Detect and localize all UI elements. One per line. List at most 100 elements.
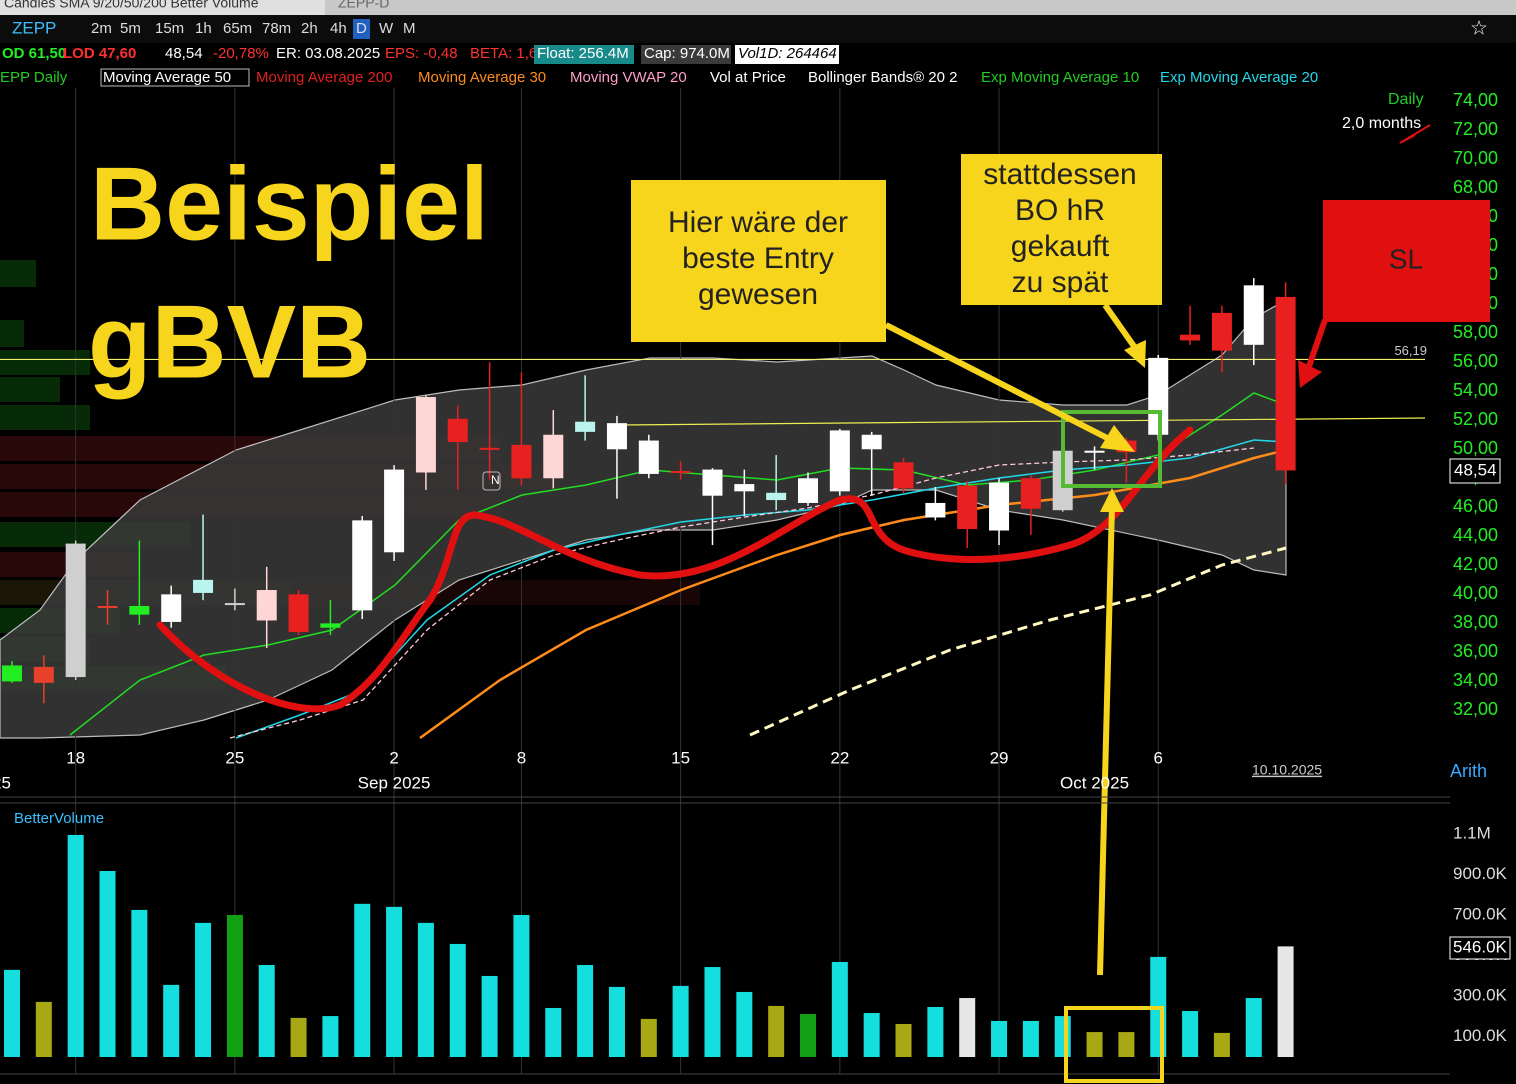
volume-bar [1054, 1016, 1071, 1057]
volume-bar [863, 1013, 880, 1057]
volume-bar [831, 961, 848, 1057]
star-icon[interactable]: ☆ [1470, 17, 1488, 39]
indicator[interactable]: Moving Average 50 [103, 69, 231, 86]
interval[interactable]: 2h [301, 20, 318, 37]
indicator[interactable]: Vol at Price [710, 69, 786, 86]
volume-bar [800, 1014, 816, 1057]
y-tick-label: 42,00 [1453, 554, 1498, 574]
indicator[interactable]: Exp Moving Average 20 [1160, 69, 1318, 86]
quote-bg [534, 45, 634, 64]
symbol[interactable]: ZEPP [12, 18, 56, 37]
y-tick-label: 32,00 [1453, 699, 1498, 719]
volume-bar [991, 1020, 1008, 1057]
highlight-box [1061, 410, 1162, 488]
candle-body [1211, 312, 1232, 351]
interval[interactable]: 1h [195, 20, 212, 37]
volume-bar [895, 1023, 912, 1057]
volume-bar [545, 1007, 562, 1057]
indicator[interactable]: Moving Average 200 [256, 69, 393, 86]
interval[interactable]: 78m [262, 20, 291, 37]
tab-title[interactable]: Candles SMA 9/20/50/200 Better Volume [4, 0, 259, 11]
hand-drawn-curve [156, 426, 1194, 713]
x-tick-label: 8 [517, 748, 526, 767]
news-marker[interactable]: N [491, 473, 500, 487]
volume-bar [35, 1001, 52, 1057]
note-line: BO hR [1015, 194, 1105, 227]
candle-body [2, 665, 22, 682]
indicator[interactable]: Bollinger Bands® 20 2 [808, 69, 957, 86]
price-tag-box [1449, 458, 1501, 484]
volume-bar [736, 991, 753, 1057]
indicator[interactable]: Moving VWAP 20 [570, 69, 687, 86]
volume-bar [481, 975, 498, 1057]
annotation-title: gBVB [88, 284, 371, 400]
y-tick-label: 46,00 [1453, 496, 1498, 516]
candle-body [575, 421, 596, 432]
volume-highlight-box [1064, 1006, 1164, 1083]
candle-body [1180, 334, 1201, 341]
indicator[interactable]: EPP Daily [0, 69, 68, 86]
interval[interactable]: 2m [91, 20, 112, 37]
note-line: stattdessen [983, 158, 1136, 191]
indicator[interactable]: Moving Average 30 [418, 69, 546, 86]
volume-bar [195, 922, 212, 1057]
candle-body [638, 440, 659, 474]
y-tick-label: 38,00 [1453, 612, 1498, 632]
note-line: gekauft [1011, 230, 1110, 263]
candle-body [702, 469, 723, 496]
news-marker-box[interactable] [482, 471, 501, 491]
note-line: Hier wäre der [668, 206, 848, 239]
interval[interactable]: M [403, 20, 416, 37]
quote-bg [641, 45, 731, 64]
y-tick-label: 700.0K [1453, 905, 1508, 924]
candle-body [65, 543, 86, 678]
candle-body [989, 482, 1010, 531]
volume-bar [704, 967, 721, 1057]
interval[interactable]: 15m [155, 20, 184, 37]
volume-bar [67, 834, 84, 1057]
candle-body [893, 462, 914, 489]
last-date: 10.10.2025 [1252, 762, 1322, 778]
x-tick-label: 15 [671, 748, 690, 767]
entry-note-box [631, 180, 886, 342]
quote-item: Float: 256.4M [537, 45, 629, 62]
interval[interactable]: D [356, 20, 367, 37]
volume-bar [1213, 1032, 1230, 1057]
period-label: Daily [1388, 91, 1424, 108]
y-tick-label: 52,00 [1453, 409, 1498, 429]
x-tick-label: 6 [1154, 748, 1163, 767]
y-tick-label: 300.0K [1453, 986, 1508, 1005]
candle-body [1243, 285, 1264, 345]
indicator-box [100, 68, 250, 87]
interval[interactable]: 5m [120, 20, 141, 37]
candle-body [33, 666, 54, 683]
interval[interactable]: W [379, 20, 394, 37]
sl-arrow-head [1298, 360, 1322, 388]
y-tick-label: 74,00 [1453, 90, 1498, 110]
tab[interactable] [0, 0, 325, 15]
x-tick-label: 18 [66, 748, 85, 767]
volume-bar [1182, 1011, 1199, 1057]
candle-body [129, 605, 150, 615]
sl-label: SL [1389, 243, 1423, 274]
y-tick-label: 40,00 [1453, 583, 1498, 603]
quote-item: Cap: 974.0M [644, 45, 730, 62]
x-tick-label: 2 [389, 748, 398, 767]
interval[interactable]: 4h [330, 20, 347, 37]
note-line: gewesen [698, 278, 818, 311]
volume-tag-box [1449, 936, 1511, 960]
sl-box [1323, 200, 1490, 322]
volume-bar [577, 965, 594, 1057]
y-tick-label: 900.0K [1453, 864, 1508, 883]
candle-body [861, 434, 882, 450]
volume-bar [640, 1018, 657, 1057]
quote-item: ER: 03.08.2025 [276, 45, 380, 62]
volume-bar [163, 984, 180, 1057]
volume-indicator[interactable]: BetterVolume [14, 810, 104, 827]
indicator[interactable]: Exp Moving Average 10 [981, 69, 1139, 86]
price-tag: 48,54 [1454, 460, 1497, 479]
scale-mode[interactable]: Arith [1450, 761, 1487, 781]
interval[interactable]: 65m [223, 20, 252, 37]
tab-title[interactable]: ZEPP-D [338, 0, 389, 11]
